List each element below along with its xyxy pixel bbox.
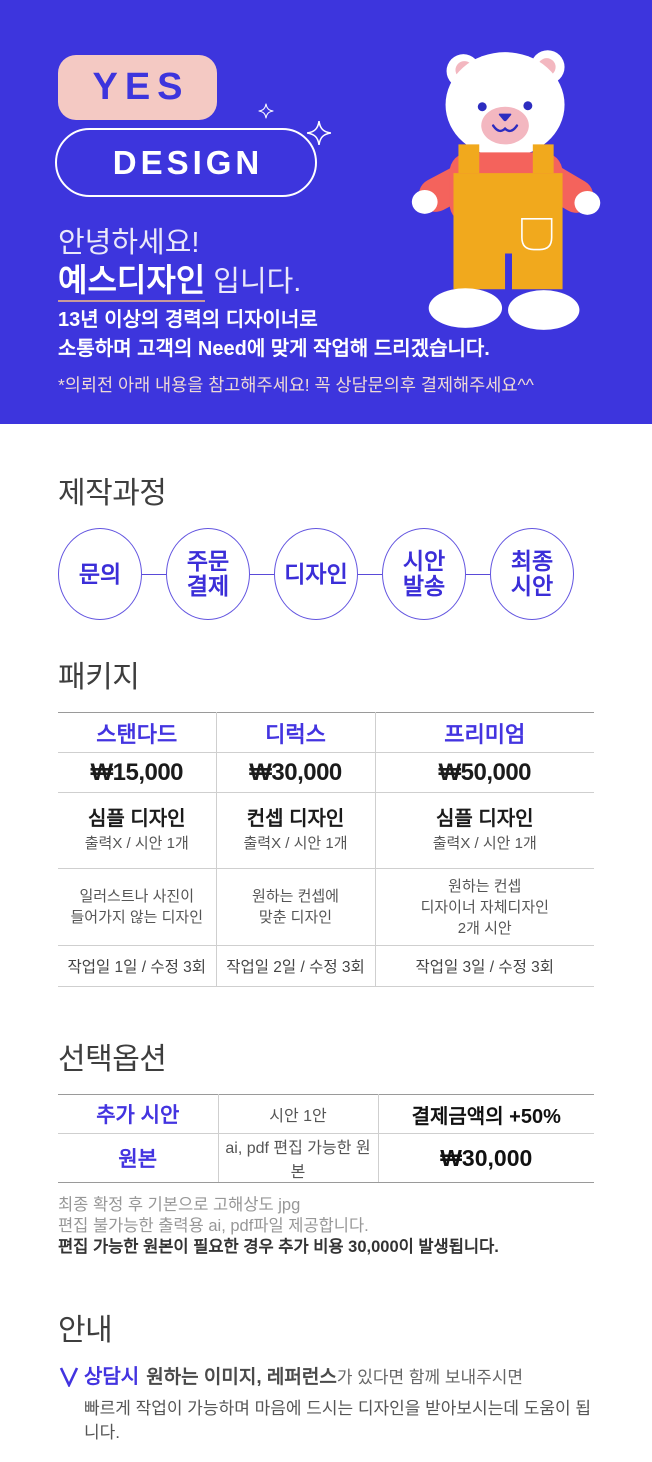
step-circle-1: 문의 bbox=[58, 528, 142, 620]
options-notes: 최종 확정 후 기본으로 고해상도 jpg 편집 불가능한 출력용 ai, pd… bbox=[58, 1195, 594, 1257]
package-col-header: 스탠다드 bbox=[58, 712, 217, 753]
package-header-row: 스탠다드 디럭스 프리미엄 bbox=[58, 712, 594, 753]
options-table: 추가 시안 시안 1안 결제금액의 +50% 원본 ai, pdf 편집 가능한… bbox=[58, 1094, 594, 1183]
feature-title: 컨셉 디자인 bbox=[246, 808, 345, 830]
yes-badge: YES bbox=[58, 55, 217, 120]
step-label: 주문 결제 bbox=[186, 548, 230, 599]
hero-notice: *의뢰전 아래 내용을 참고해주세요! 꼭 상담문의후 결제해주세요^^ bbox=[58, 375, 534, 395]
yes-badge-label: YES bbox=[92, 66, 190, 108]
option-detail: ai, pdf 편집 가능한 원본 bbox=[218, 1133, 379, 1183]
hero-banner: YES DESIGN bbox=[0, 0, 652, 424]
package-description-row: 일러스트나 사진이 들어가지 않는 디자인 원하는 컨셉에 맞춘 디자인 원하는… bbox=[58, 868, 594, 946]
step-circle-5: 최종 시안 bbox=[490, 528, 574, 620]
greeting-line1: 안녕하세요! bbox=[58, 227, 200, 259]
package-schedule: 작업일 1일 / 수정 3회 bbox=[58, 945, 217, 987]
guide-heading: 안내 bbox=[58, 1314, 113, 1347]
hero-greeting: 안녕하세요! 예스디자인 입니다. bbox=[58, 226, 301, 302]
option-row: 추가 시안 시안 1안 결제금액의 +50% bbox=[58, 1094, 594, 1134]
package-price: ₩15,000 bbox=[58, 752, 217, 793]
design-pill: DESIGN bbox=[55, 128, 317, 197]
guide-keyword: 상담시 bbox=[84, 1366, 140, 1388]
options-heading: 선택옵션 bbox=[58, 1043, 167, 1076]
feature-sub: 출력X / 시안 1개 bbox=[243, 835, 348, 852]
brand-name: 예스디자인 bbox=[58, 262, 206, 302]
package-heading: 패키지 bbox=[58, 661, 140, 694]
package-schedule: 작업일 2일 / 수정 3회 bbox=[216, 945, 376, 987]
hero-intro: 13년 이상의 경력의 디자이너로 소통하며 고객의 Need에 맞게 작업해 … bbox=[58, 306, 490, 364]
option-name: 추가 시안 bbox=[58, 1094, 219, 1134]
content: 제작과정 문의 주문 결제 디자인 시안 발송 최종 시안 패키지 스탠다드 디… bbox=[58, 424, 594, 1462]
feature-sub: 출력X / 시안 1개 bbox=[84, 835, 189, 852]
feature-title: 심플 디자인 bbox=[87, 808, 186, 830]
package-description: 원하는 컨셉에 맞춘 디자인 bbox=[216, 868, 376, 946]
package-description: 원하는 컨셉 디자이너 자체디자인 2개 시안 bbox=[375, 868, 594, 946]
process-heading: 제작과정 bbox=[58, 477, 167, 510]
guide-emphasis: 원하는 이미지, 레퍼런스 bbox=[146, 1367, 337, 1388]
package-feature: 컨셉 디자인 출력X / 시안 1개 bbox=[216, 792, 376, 869]
step-label: 최종 시안 bbox=[510, 548, 554, 599]
package-feature: 심플 디자인 출력X / 시안 1개 bbox=[375, 792, 594, 869]
connector-line bbox=[142, 573, 166, 575]
connector-line bbox=[466, 573, 490, 575]
greeting-line2: 예스디자인 입니다. bbox=[58, 260, 301, 302]
guide-body: 상담시 원하는 이미지, 레퍼런스가 있다면 함께 보내주시면 빠르게 작업이 가… bbox=[84, 1365, 594, 1445]
check-icon bbox=[59, 1367, 79, 1387]
brand-suffix: 입니다. bbox=[205, 266, 302, 298]
note-line: 편집 가능한 원본이 필요한 경우 추가 비용 30,000이 발생됩니다. bbox=[58, 1238, 499, 1256]
package-price: ₩30,000 bbox=[216, 752, 376, 793]
note-line: 편집 불가능한 출력용 ai, pdf파일 제공합니다. bbox=[58, 1217, 369, 1235]
intro-line-2: 소통하며 고객의 Need에 맞게 작업해 드리겠습니다. bbox=[58, 338, 490, 360]
guide-line1: 상담시 원하는 이미지, 레퍼런스가 있다면 함께 보내주시면 bbox=[84, 1365, 594, 1390]
step-label: 디자인 bbox=[284, 560, 348, 587]
package-col-header: 프리미엄 bbox=[375, 712, 594, 753]
process-steps: 문의 주문 결제 디자인 시안 발송 최종 시안 bbox=[58, 528, 594, 620]
option-name: 원본 bbox=[58, 1133, 219, 1183]
package-col-header: 디럭스 bbox=[216, 712, 376, 753]
design-pill-label: DESIGN bbox=[112, 143, 264, 181]
package-schedule: 작업일 3일 / 수정 3회 bbox=[375, 945, 594, 987]
option-row: 원본 ai, pdf 편집 가능한 원본 ₩30,000 bbox=[58, 1133, 594, 1183]
package-price: ₩50,000 bbox=[375, 752, 594, 793]
step-circle-2: 주문 결제 bbox=[166, 528, 250, 620]
connector-line bbox=[358, 573, 382, 575]
guide-line2: 빠르게 작업이 가능하며 마음에 드시는 디자인을 받아보시는데 도움이 됩니다… bbox=[84, 1399, 591, 1442]
step-label: 문의 bbox=[78, 560, 122, 587]
package-feature: 심플 디자인 출력X / 시안 1개 bbox=[58, 792, 217, 869]
step-label: 시안 발송 bbox=[402, 548, 446, 599]
feature-sub: 출력X / 시안 1개 bbox=[432, 835, 537, 852]
feature-title: 심플 디자인 bbox=[435, 808, 534, 830]
sparkle-icon-small bbox=[258, 103, 274, 119]
step-circle-4: 시안 발송 bbox=[382, 528, 466, 620]
note-line: 최종 확정 후 기본으로 고해상도 jpg bbox=[58, 1196, 301, 1214]
connector-line bbox=[250, 573, 274, 575]
package-feature-row: 심플 디자인 출력X / 시안 1개 컨셉 디자인 출력X / 시안 1개 심플… bbox=[58, 792, 594, 869]
option-price: 결제금액의 +50% bbox=[378, 1094, 594, 1134]
guide-item-consult: 상담시 원하는 이미지, 레퍼런스가 있다면 함께 보내주시면 빠르게 작업이 가… bbox=[58, 1365, 594, 1445]
intro-line-1: 13년 이상의 경력의 디자이너로 bbox=[58, 309, 318, 331]
package-description: 일러스트나 사진이 들어가지 않는 디자인 bbox=[58, 868, 217, 946]
teddy-bear-illustration bbox=[411, 50, 601, 330]
option-detail: 시안 1안 bbox=[218, 1094, 379, 1134]
step-circle-3: 디자인 bbox=[274, 528, 358, 620]
guide-text: 가 있다면 함께 보내주시면 bbox=[336, 1368, 524, 1387]
package-schedule-row: 작업일 1일 / 수정 3회 작업일 2일 / 수정 3회 작업일 3일 / 수… bbox=[58, 945, 594, 987]
option-price: ₩30,000 bbox=[378, 1133, 594, 1183]
package-price-row: ₩15,000 ₩30,000 ₩50,000 bbox=[58, 752, 594, 793]
package-table: 스탠다드 디럭스 프리미엄 ₩15,000 ₩30,000 ₩50,000 심플… bbox=[58, 712, 594, 987]
sparkle-icon-large bbox=[306, 120, 332, 146]
